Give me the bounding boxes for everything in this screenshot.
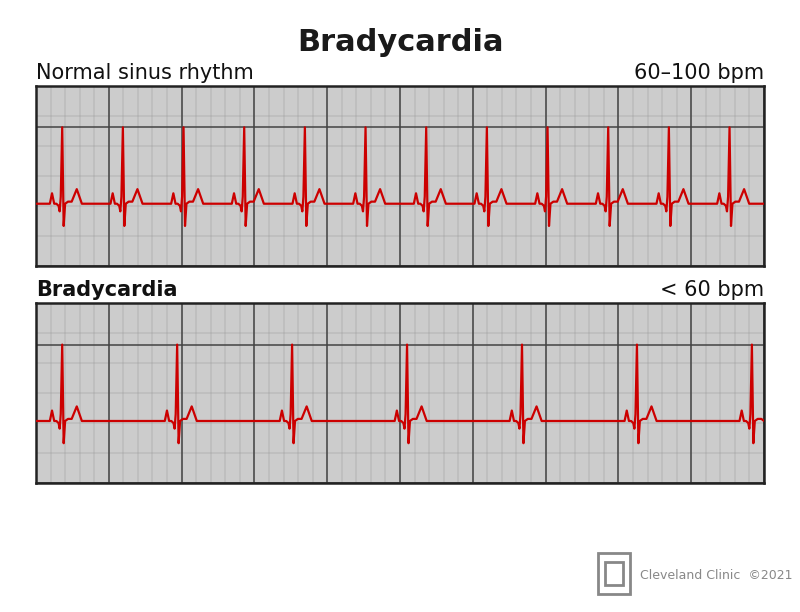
Text: Normal sinus rhythm: Normal sinus rhythm [36,62,254,83]
Text: Bradycardia: Bradycardia [297,28,503,56]
Text: Bradycardia: Bradycardia [36,280,178,300]
Text: 60–100 bpm: 60–100 bpm [634,62,764,83]
Text: Cleveland Clinic  ©2021: Cleveland Clinic ©2021 [640,569,793,582]
Text: < 60 bpm: < 60 bpm [660,280,764,300]
